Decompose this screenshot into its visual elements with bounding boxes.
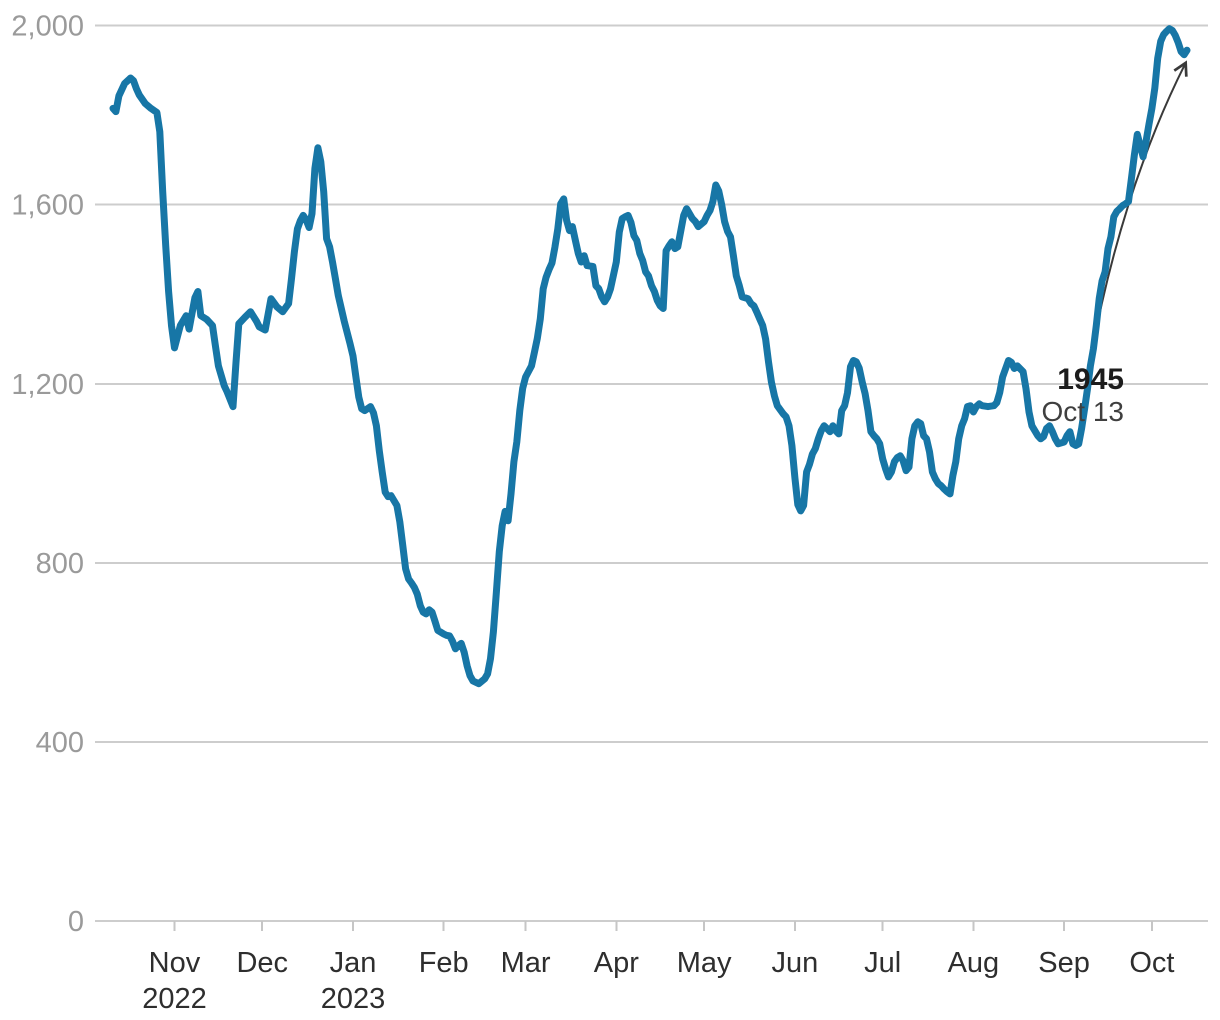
series-line <box>109 25 1191 688</box>
x-tick-label: Jul <box>864 947 901 979</box>
x-tick-label: May <box>677 947 732 979</box>
x-tick-label: Jan <box>330 947 377 979</box>
y-tick-label: 400 <box>36 727 84 759</box>
annotation-value: 1945 <box>1057 363 1124 396</box>
y-tick-label: 1,200 <box>11 369 84 401</box>
x-tick-label: Aug <box>948 947 1000 979</box>
year-label: 2022 <box>142 983 207 1015</box>
y-gridlines <box>95 24 1208 922</box>
y-tick-label: 800 <box>36 548 84 580</box>
x-tick-label: Mar <box>501 947 551 979</box>
y-tick-label: 2,000 <box>11 11 84 43</box>
x-tick-label: Oct <box>1129 947 1174 979</box>
x-tick-label: Feb <box>419 947 469 979</box>
x-axis: Nov 2022 Dec Jan 2023 Feb Mar Apr May Jun Jul Aug Se… <box>142 921 1174 1015</box>
y-tick-label: 1,600 <box>11 190 84 222</box>
x-tick-label: Apr <box>594 947 639 979</box>
y-tick-label: 0 <box>68 906 84 938</box>
annotation-arrow <box>1090 60 1188 357</box>
annotation-date: Oct 13 <box>1042 396 1124 427</box>
x-tick-label: Sep <box>1038 947 1090 979</box>
y-axis-labels: 0 400 800 1,200 1,600 2,000 <box>11 11 84 938</box>
x-tick-label: Jun <box>771 947 818 979</box>
year-label: 2023 <box>321 983 386 1015</box>
x-tick-label: Dec <box>236 947 288 979</box>
x-tick-label: Nov <box>149 947 201 979</box>
